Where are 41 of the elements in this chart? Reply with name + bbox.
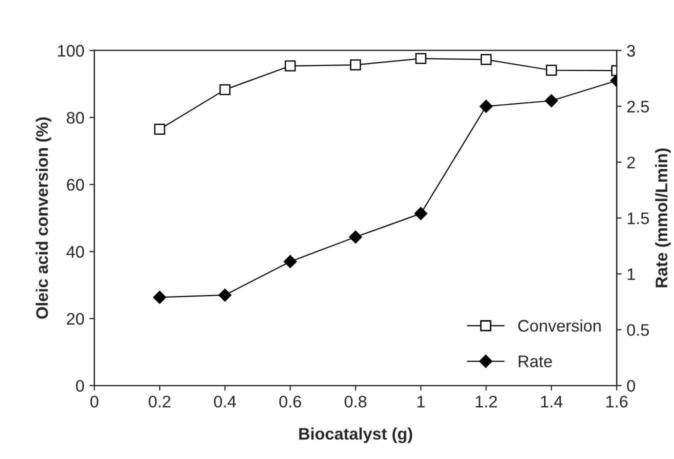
x-tick-label: 0.4 — [214, 396, 236, 408]
y2-tick-label: 1 — [628, 268, 635, 280]
point — [219, 84, 230, 96]
legend-label: Rate — [518, 356, 552, 368]
legend-label: Conversion — [518, 319, 601, 332]
y-tick-label: 80 — [66, 112, 84, 124]
point — [284, 60, 296, 72]
y-axis-title: Oleic acid conversion (%) — [36, 117, 52, 319]
y2-tick-label: 1.5 — [628, 212, 649, 224]
y-tick-label: 0 — [76, 380, 84, 392]
y-tick-label: 20 — [66, 312, 84, 325]
y-tick-label: 100 — [58, 44, 84, 57]
x-axis-title: Biocatalyst (g) — [299, 427, 412, 444]
point — [415, 53, 426, 64]
y2-tick-label: 0 — [627, 380, 636, 392]
point — [153, 290, 166, 304]
x-tick-label: 1.6 — [606, 396, 628, 408]
x-tick-label: 0.8 — [344, 396, 366, 408]
y2-tick-label: 2 — [627, 156, 635, 168]
x-tick-label: 0.6 — [279, 396, 302, 408]
point — [284, 255, 297, 268]
y2-axis-title: Rate (mmol/Lmin) — [655, 148, 671, 288]
point — [544, 94, 558, 108]
x-tick-label: 0.2 — [148, 396, 170, 408]
point — [154, 124, 166, 135]
x-tick-label: 1.2 — [476, 396, 497, 408]
y-tick-label: 60 — [66, 178, 84, 191]
y-tick-label: 40 — [66, 246, 84, 258]
point — [414, 207, 428, 220]
point — [218, 288, 232, 302]
point — [480, 100, 493, 113]
x-tick-label: 1 — [417, 396, 425, 408]
point — [349, 230, 362, 244]
y2-tick-label: 0.5 — [627, 324, 649, 336]
point — [546, 64, 557, 76]
y2-tick-label: 2.5 — [627, 100, 649, 113]
point — [480, 54, 492, 66]
point — [350, 59, 362, 70]
x-tick-label: 0 — [90, 396, 98, 408]
y2-tick-label: 3 — [627, 44, 635, 57]
x-tick-label: 1.4 — [541, 396, 563, 408]
